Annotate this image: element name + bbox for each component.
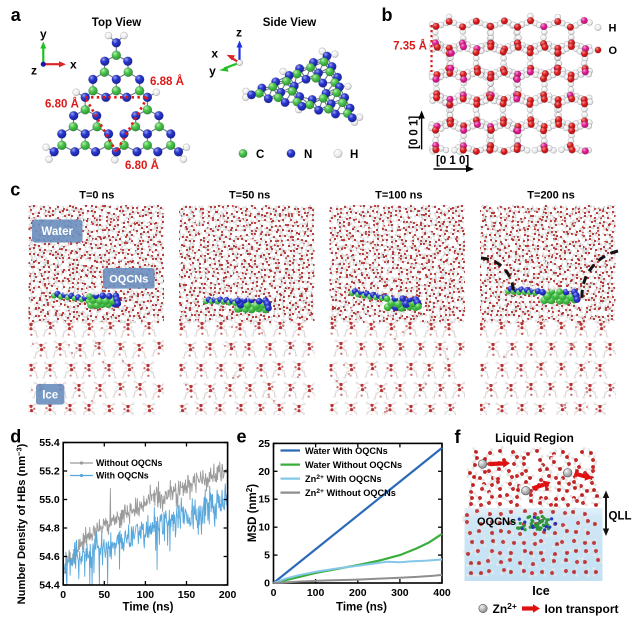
svg-text:150: 150 [178, 589, 196, 601]
svg-text:y: y [209, 64, 216, 78]
svg-text:300: 300 [391, 587, 409, 599]
svg-text:Water With OQCNs: Water With OQCNs [305, 446, 388, 456]
svg-text:400: 400 [433, 587, 451, 599]
svg-text:Without OQCNs: Without OQCNs [96, 458, 162, 468]
svg-text:6.88 Å: 6.88 Å [150, 75, 184, 88]
svg-text:0: 0 [60, 589, 66, 601]
svg-text:54.6: 54.6 [39, 551, 60, 563]
svg-text:e: e [237, 427, 247, 447]
svg-text:7.35 Å: 7.35 Å [393, 40, 427, 53]
svg-text:200: 200 [349, 587, 367, 599]
svg-text:Ice: Ice [42, 390, 58, 402]
svg-text:a: a [11, 5, 22, 25]
svg-text:OQCNs: OQCNs [477, 516, 516, 528]
svg-text:H: H [609, 23, 617, 35]
svg-text:50: 50 [98, 589, 110, 601]
svg-text:d: d [10, 427, 21, 447]
svg-text:0: 0 [264, 578, 270, 590]
svg-text:6.80 Å: 6.80 Å [45, 98, 79, 111]
svg-text:Water Without OQCNs: Water Without OQCNs [305, 460, 402, 470]
svg-text:T=100 ns: T=100 ns [375, 190, 422, 202]
svg-text:Ion transport: Ion transport [545, 602, 619, 616]
svg-text:Zn2+ Without OQCNs: Zn2+ Without OQCNs [305, 488, 396, 498]
svg-text:QLL: QLL [609, 511, 632, 523]
svg-text:T=200 ns: T=200 ns [527, 190, 574, 202]
svg-text:z: z [31, 64, 37, 78]
svg-text:Time (ns): Time (ns) [123, 602, 174, 614]
svg-text:10: 10 [258, 522, 270, 534]
svg-text:z: z [236, 26, 242, 40]
svg-text:55.4: 55.4 [39, 437, 60, 449]
svg-text:Liquid Region: Liquid Region [495, 431, 574, 445]
svg-text:Zn2+ With OQCNs: Zn2+ With OQCNs [305, 474, 382, 484]
svg-text:0: 0 [271, 587, 277, 599]
svg-text:20: 20 [258, 466, 270, 478]
svg-text:55.0: 55.0 [39, 494, 60, 506]
svg-text:x: x [211, 47, 218, 61]
svg-text:54.8: 54.8 [39, 523, 60, 535]
svg-text:Top View: Top View [92, 17, 141, 29]
svg-text:H: H [350, 149, 358, 161]
svg-text:15: 15 [258, 494, 270, 506]
svg-text:200: 200 [219, 589, 237, 601]
svg-text:T=0 ns: T=0 ns [79, 190, 114, 202]
svg-text:Water: Water [41, 226, 73, 238]
svg-text:N: N [304, 149, 312, 161]
svg-text:[0 0 1]: [0 0 1] [409, 116, 421, 149]
svg-text:y: y [40, 27, 47, 41]
svg-text:Number Density of HBs (nm−3): Number Density of HBs (nm−3) [14, 443, 28, 604]
svg-text:5: 5 [264, 550, 270, 562]
svg-text:25: 25 [258, 438, 270, 450]
svg-text:MSD (nm2): MSD (nm2) [245, 484, 259, 542]
svg-text:c: c [10, 180, 20, 200]
svg-text:C: C [256, 149, 264, 161]
svg-text:55.2: 55.2 [39, 466, 60, 478]
svg-text:100: 100 [307, 587, 325, 599]
svg-text:f: f [455, 427, 462, 447]
svg-text:54.4: 54.4 [39, 580, 60, 592]
svg-text:With OQCNs: With OQCNs [96, 471, 149, 481]
svg-text:T=50 ns: T=50 ns [229, 190, 270, 202]
svg-text:[0 1 0]: [0 1 0] [436, 155, 469, 167]
svg-text:x: x [70, 58, 77, 72]
svg-text:Ice: Ice [532, 584, 549, 598]
svg-text:Time (ns): Time (ns) [336, 602, 387, 614]
svg-text:6.80 Å: 6.80 Å [125, 159, 159, 172]
svg-text:OQCNs: OQCNs [109, 274, 148, 286]
svg-text:b: b [382, 5, 393, 25]
svg-text:O: O [609, 45, 618, 57]
svg-text:Side View: Side View [263, 17, 317, 29]
svg-text:100: 100 [137, 589, 155, 601]
